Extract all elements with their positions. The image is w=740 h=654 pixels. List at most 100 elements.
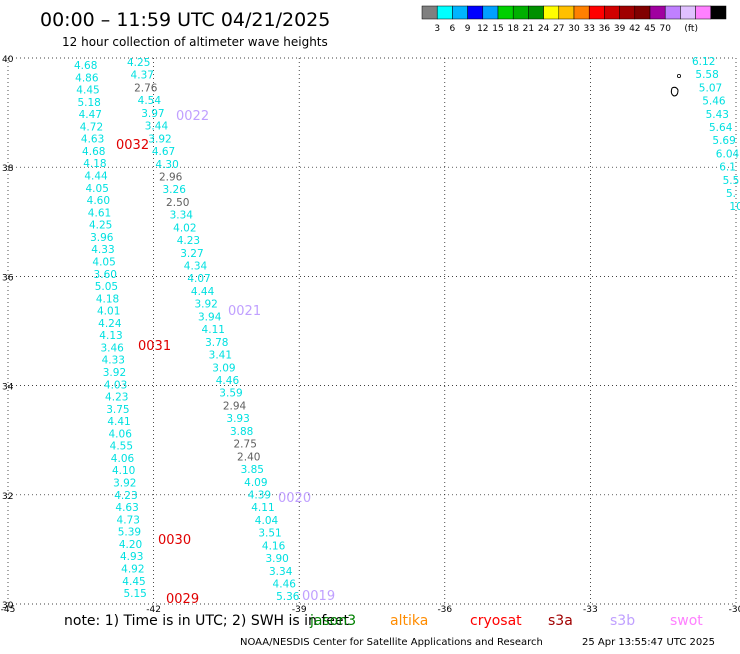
swh-value: 4.39 [248, 489, 271, 501]
color-swatch [452, 5, 468, 20]
map-title: 00:00 – 11:59 UTC 04/21/2025 [40, 9, 330, 31]
swh-value: 3.85 [241, 464, 264, 476]
swh-value: 2.50 [166, 197, 189, 209]
swh-value: 4.01 [97, 306, 120, 318]
swh-value: 5.58 [695, 69, 718, 81]
legend-item-s3a: s3a [548, 613, 573, 629]
swh-value: 4.93 [120, 551, 143, 563]
swh-value: 6.12 [692, 56, 715, 68]
swh-value: 4.25 [89, 220, 112, 232]
swh-value: 4.63 [115, 502, 138, 514]
swh-value: 5.43 [706, 109, 729, 121]
swh-value: 3.94 [198, 311, 222, 323]
track-id-label: 0029 [166, 592, 199, 607]
color-scale-unit: (ft) [684, 24, 698, 34]
swh-value: 4.33 [91, 244, 114, 256]
color-scale-bar: 3 6 9 12 15 18 21 24 27 30 33 36 39 42 45 70 (ft) [421, 5, 727, 34]
swh-value: 4.18 [83, 158, 106, 170]
longitude-label: -39 [292, 605, 307, 615]
swh-value: 4.07 [187, 273, 210, 285]
swh-value: 4.44 [84, 171, 108, 183]
map-subtitle: 12 hour collection of altimeter wave hei… [62, 35, 328, 49]
swh-value: 4.86 [75, 72, 99, 84]
swh-value: 3.96 [90, 232, 114, 244]
swh-value: 4.41 [107, 416, 130, 428]
swh-track-b: 4.254.372.764.543.973.443.924.674.302.96… [127, 57, 300, 603]
color-swatch [497, 5, 514, 20]
swh-value: 3.92 [113, 478, 136, 490]
satellite-legend: jason3 altika cryosat s3a s3b swot [309, 613, 703, 629]
swh-value: 4.23 [114, 490, 137, 502]
swh-value: 4.11 [251, 502, 274, 514]
swh-value: 3.92 [103, 367, 126, 379]
swh-value: 5.15 [123, 588, 146, 600]
swh-value: 4.06 [109, 428, 133, 440]
swh-value: 4.72 [80, 121, 103, 133]
footer-timestamp: 25 Apr 13:55:47 UTC 2025 [582, 637, 715, 648]
longitude-label: -42 [146, 605, 161, 615]
swh-value: 4.73 [117, 514, 140, 526]
legend-item-swot: swot [670, 613, 703, 629]
color-swatch [543, 5, 560, 20]
track-id-label: 0021 [228, 304, 261, 319]
track-id-label: 0020 [278, 491, 311, 506]
track-id-label: 0022 [176, 109, 209, 124]
swh-value: 2.40 [237, 451, 260, 463]
color-scale-label: 12 [477, 24, 488, 34]
swh-value: 4.11 [202, 324, 225, 336]
swh-value: 3.92 [194, 299, 217, 311]
color-swatch [573, 5, 590, 20]
color-scale-label: 27 [553, 24, 564, 34]
swh-value: 3.27 [180, 248, 203, 260]
swh-value: 4.30 [155, 159, 178, 171]
swh-value: 4.45 [122, 576, 145, 588]
swh-value: 10 [729, 201, 740, 213]
color-scale-label: 18 [507, 24, 519, 34]
swh-value: 4.92 [121, 563, 144, 575]
swh-value: 4.02 [173, 222, 196, 234]
swh-value: 4.46 [273, 579, 297, 591]
footer-note: note: 1) Time is in UTC; 2) SWH is in fe… [64, 613, 350, 629]
color-swatch [421, 5, 438, 20]
swh-value: 4.63 [81, 134, 104, 146]
swh-value: 3.44 [145, 121, 169, 133]
swh-value: 4.16 [262, 540, 286, 552]
color-swatch [467, 5, 484, 20]
swh-value: 5.18 [77, 97, 100, 109]
swh-value: 4.18 [96, 293, 119, 305]
swh-value: 3.60 [94, 269, 117, 281]
swh-value: 5.36 [276, 591, 300, 603]
color-scale-label: 33 [583, 24, 594, 34]
latitude-labels: 40 38 36 34 32 30 [2, 55, 14, 611]
island-outline [670, 74, 682, 97]
swh-value: 3.41 [209, 350, 232, 362]
swh-value: 4.60 [87, 195, 110, 207]
footer-credit: NOAA/NESDIS Center for Satellite Applica… [240, 637, 543, 648]
swh-value: 3.51 [258, 528, 281, 540]
swh-track-c: 6.125.585.07 5.465.435.645.696.04 6.15.55.… [692, 56, 740, 213]
color-swatch [512, 5, 529, 20]
longitude-label: -36 [437, 605, 452, 615]
color-swatch [649, 5, 666, 20]
swh-value: 4.03 [104, 379, 127, 391]
color-swatch [436, 5, 453, 20]
swh-value: 4.68 [82, 146, 105, 158]
swh-value: 5.64 [709, 122, 733, 134]
swh-value: 4.10 [112, 465, 135, 477]
color-scale-label: 3 [434, 24, 440, 34]
swh-value: 3.46 [100, 342, 124, 354]
swh-value: 4.61 [88, 207, 111, 219]
color-scale-label: 36 [599, 24, 611, 34]
swh-value: 3.75 [106, 404, 129, 416]
color-swatch [619, 5, 636, 20]
swh-value: 4.47 [79, 109, 102, 121]
swh-value: 6.04 [716, 148, 740, 160]
color-swatch [680, 5, 696, 20]
swh-value: 6.1 [719, 162, 736, 174]
swh-value: 5.5 [723, 175, 740, 187]
legend-item-s3b: s3b [610, 613, 635, 629]
color-swatch [634, 5, 651, 20]
latitude-label: 40 [2, 55, 14, 65]
color-scale-label: 30 [568, 24, 580, 34]
